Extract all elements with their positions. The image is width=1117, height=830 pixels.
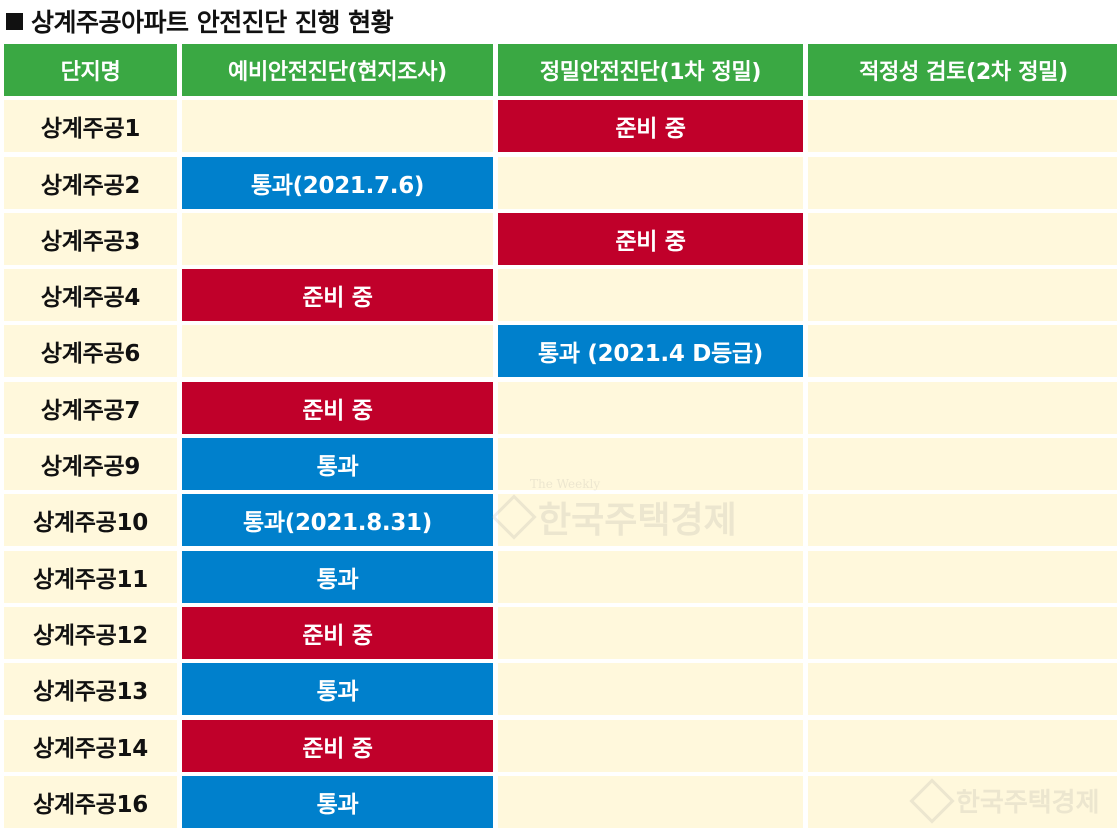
row-complex-name: 상계주공12 [4, 606, 177, 659]
status-preliminary-passed: 통과 [182, 663, 493, 716]
status-preliminary-passed: 통과(2021.8.31) [182, 494, 493, 547]
row-complex-name: 상계주공4 [4, 269, 177, 322]
empty-review-cell [808, 381, 1117, 434]
row-complex-name: 상계주공1 [4, 100, 177, 153]
empty-review-cell [808, 156, 1117, 209]
empty-precise-cell [498, 438, 803, 491]
empty-preliminary-cell [182, 325, 493, 378]
status-preliminary-pending: 준비 중 [182, 606, 493, 659]
empty-precise-cell [498, 269, 803, 322]
empty-precise-cell [498, 550, 803, 603]
status-precise-pending: 준비 중 [498, 212, 803, 265]
header-precise-diagnosis: 정밀안전진단(1차 정밀) [498, 44, 803, 96]
row-complex-name: 상계주공14 [4, 719, 177, 772]
row-complex-name: 상계주공13 [4, 663, 177, 716]
page-title-text: 상계주공아파트 안전진단 진행 현황 [31, 8, 394, 37]
row-complex-name: 상계주공2 [4, 156, 177, 209]
status-precise-passed: 통과 (2021.4 D등급) [498, 325, 803, 378]
status-preliminary-pending: 준비 중 [182, 381, 493, 434]
empty-preliminary-cell [182, 212, 493, 265]
empty-review-cell [808, 494, 1117, 547]
empty-precise-cell [498, 494, 803, 547]
empty-preliminary-cell [182, 100, 493, 153]
header-complex-name: 단지명 [4, 44, 177, 96]
row-complex-name: 상계주공11 [4, 550, 177, 603]
empty-precise-cell [498, 775, 803, 828]
empty-precise-cell [498, 719, 803, 772]
empty-precise-cell [498, 381, 803, 434]
square-bullet-icon [6, 12, 23, 30]
status-preliminary-passed: 통과 [182, 775, 493, 828]
empty-review-cell [808, 606, 1117, 659]
row-complex-name: 상계주공9 [4, 438, 177, 491]
row-complex-name: 상계주공6 [4, 325, 177, 378]
empty-precise-cell [498, 606, 803, 659]
row-complex-name: 상계주공16 [4, 775, 177, 828]
page-title: 상계주공아파트 안전진단 진행 현황 [6, 2, 394, 40]
status-preliminary-passed: 통과(2021.7.6) [182, 156, 493, 209]
safety-diagnosis-table: 단지명 예비안전진단(현지조사) 정밀안전진단(1차 정밀) 적정성 검토(2차… [4, 44, 1117, 828]
status-preliminary-pending: 준비 중 [182, 269, 493, 322]
status-preliminary-passed: 통과 [182, 438, 493, 491]
header-preliminary-diagnosis: 예비안전진단(현지조사) [182, 44, 493, 96]
row-complex-name: 상계주공7 [4, 381, 177, 434]
status-preliminary-pending: 준비 중 [182, 719, 493, 772]
empty-review-cell [808, 438, 1117, 491]
empty-review-cell [808, 663, 1117, 716]
status-preliminary-passed: 통과 [182, 550, 493, 603]
empty-precise-cell [498, 663, 803, 716]
row-complex-name: 상계주공10 [4, 494, 177, 547]
header-adequacy-review: 적정성 검토(2차 정밀) [808, 44, 1117, 96]
empty-review-cell [808, 212, 1117, 265]
empty-review-cell [808, 325, 1117, 378]
empty-precise-cell [498, 156, 803, 209]
empty-review-cell [808, 775, 1117, 828]
row-complex-name: 상계주공3 [4, 212, 177, 265]
empty-review-cell [808, 269, 1117, 322]
status-precise-pending: 준비 중 [498, 100, 803, 153]
empty-review-cell [808, 550, 1117, 603]
empty-review-cell [808, 100, 1117, 153]
empty-review-cell [808, 719, 1117, 772]
